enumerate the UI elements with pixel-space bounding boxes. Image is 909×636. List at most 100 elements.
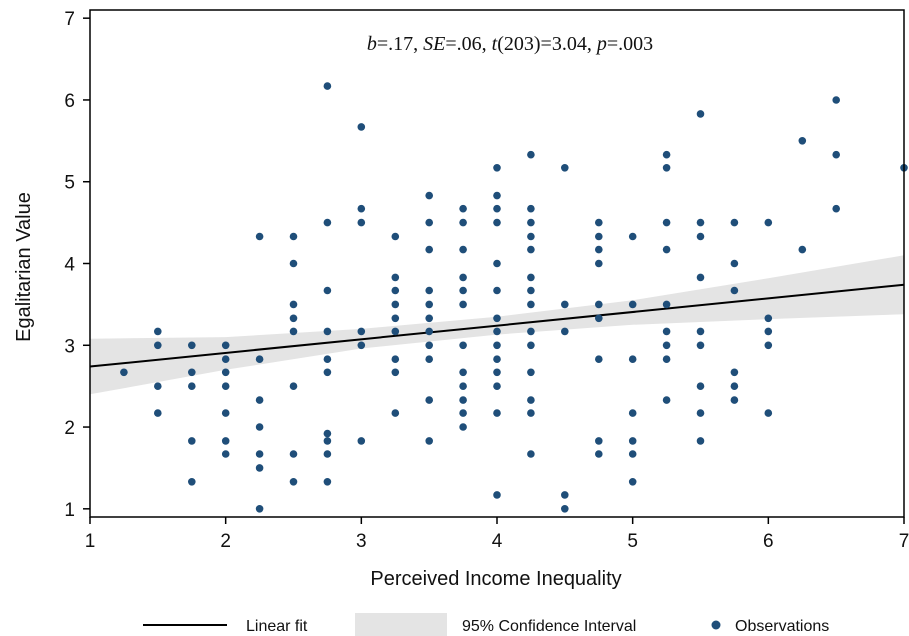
observation-point xyxy=(561,300,569,309)
observation-point xyxy=(730,396,739,404)
observation-point xyxy=(120,368,128,377)
observation-point xyxy=(696,110,705,118)
observation-point xyxy=(459,245,467,254)
observation-point xyxy=(696,382,705,391)
observation-point xyxy=(493,355,501,364)
observation-point xyxy=(289,382,298,391)
legend-ci-label: 95% Confidence Interval xyxy=(462,618,636,635)
y-tick-label: 5 xyxy=(64,173,75,194)
observation-point xyxy=(628,300,637,309)
observation-point xyxy=(662,218,671,227)
observation-point xyxy=(425,300,434,309)
observation-point xyxy=(391,232,400,241)
observation-point xyxy=(289,327,298,336)
observation-point xyxy=(628,355,637,364)
observation-point xyxy=(255,423,264,431)
observation-point xyxy=(459,396,467,404)
observation-point xyxy=(459,409,467,417)
observation-point xyxy=(493,191,501,200)
observation-point xyxy=(289,314,298,323)
observation-point xyxy=(527,232,535,241)
observation-point xyxy=(357,123,366,131)
observation-point xyxy=(154,382,162,391)
stat-annotation: b=.17, SE=.06, t(203)=3.04, p=.003 xyxy=(367,33,653,55)
observation-point xyxy=(561,164,569,172)
observation-point xyxy=(323,286,332,295)
observation-point xyxy=(425,218,434,227)
observation-points-layer xyxy=(120,82,908,513)
observation-point xyxy=(527,218,535,227)
legend-observation-label: Observations xyxy=(735,618,829,635)
observation-point xyxy=(527,273,535,282)
observation-point xyxy=(188,478,196,486)
axes-layer: 1 2 3 4 5 6 7 1 2 3 4 5 6 7 xyxy=(64,9,909,552)
observation-point xyxy=(696,341,705,350)
observation-point xyxy=(764,327,773,336)
observation-point xyxy=(527,204,535,213)
observation-point xyxy=(662,327,671,336)
observation-point xyxy=(628,478,637,486)
observation-point xyxy=(357,437,366,445)
observation-point xyxy=(323,82,332,90)
observation-point xyxy=(425,286,434,295)
observation-point xyxy=(493,204,501,213)
observation-point xyxy=(391,327,400,336)
observation-point xyxy=(527,450,535,458)
observation-point xyxy=(154,327,162,336)
observation-point xyxy=(493,341,501,350)
observation-point xyxy=(662,300,671,309)
observation-point xyxy=(459,368,467,377)
observation-point xyxy=(391,300,400,309)
observation-point xyxy=(323,368,332,377)
observation-point xyxy=(628,437,637,445)
observation-point xyxy=(255,355,264,364)
legend: Linear fit 95% Confidence Interval Obser… xyxy=(143,613,829,636)
observation-point xyxy=(662,355,671,364)
legend-observation-swatch xyxy=(711,620,721,630)
observation-point xyxy=(764,218,773,227)
observation-point xyxy=(188,437,196,445)
observation-point xyxy=(662,150,671,159)
observation-point xyxy=(527,396,535,404)
observation-point xyxy=(459,286,467,295)
observation-point xyxy=(221,355,230,364)
observation-point xyxy=(357,204,366,213)
observation-point xyxy=(425,341,434,350)
fit-line-layer xyxy=(89,283,905,368)
observation-point xyxy=(527,409,535,417)
observation-point xyxy=(527,368,535,377)
observation-point xyxy=(493,382,501,391)
observation-point xyxy=(459,382,467,391)
observation-point xyxy=(764,409,773,417)
y-tick-label: 4 xyxy=(64,255,75,276)
observation-point xyxy=(493,327,501,336)
observation-point xyxy=(527,150,535,159)
observation-point xyxy=(289,259,298,268)
x-tick-label: 1 xyxy=(85,531,96,552)
legend-fit-line-label: Linear fit xyxy=(246,618,308,635)
observation-point xyxy=(221,341,230,350)
observation-point xyxy=(391,409,400,417)
observation-point xyxy=(357,341,366,350)
observation-point xyxy=(696,437,705,445)
observation-point xyxy=(323,218,332,227)
observation-point xyxy=(391,355,400,364)
observation-point xyxy=(662,245,671,254)
observation-point xyxy=(289,478,298,486)
observation-point xyxy=(696,409,705,417)
observation-point xyxy=(459,423,467,431)
observation-point xyxy=(527,300,535,309)
x-tick-label: 5 xyxy=(627,531,638,552)
observation-point xyxy=(595,259,603,268)
y-tick-label: 6 xyxy=(64,91,75,112)
x-tick-label: 3 xyxy=(356,531,367,552)
observation-point xyxy=(595,450,603,458)
x-tick-label: 7 xyxy=(899,531,909,552)
observation-point xyxy=(255,396,264,404)
x-axis-title: Perceived Income Inequality xyxy=(370,568,621,590)
observation-point xyxy=(459,300,467,309)
observation-point xyxy=(323,429,332,438)
observation-point xyxy=(425,245,434,254)
observation-point xyxy=(832,96,840,104)
observation-point xyxy=(493,409,501,417)
